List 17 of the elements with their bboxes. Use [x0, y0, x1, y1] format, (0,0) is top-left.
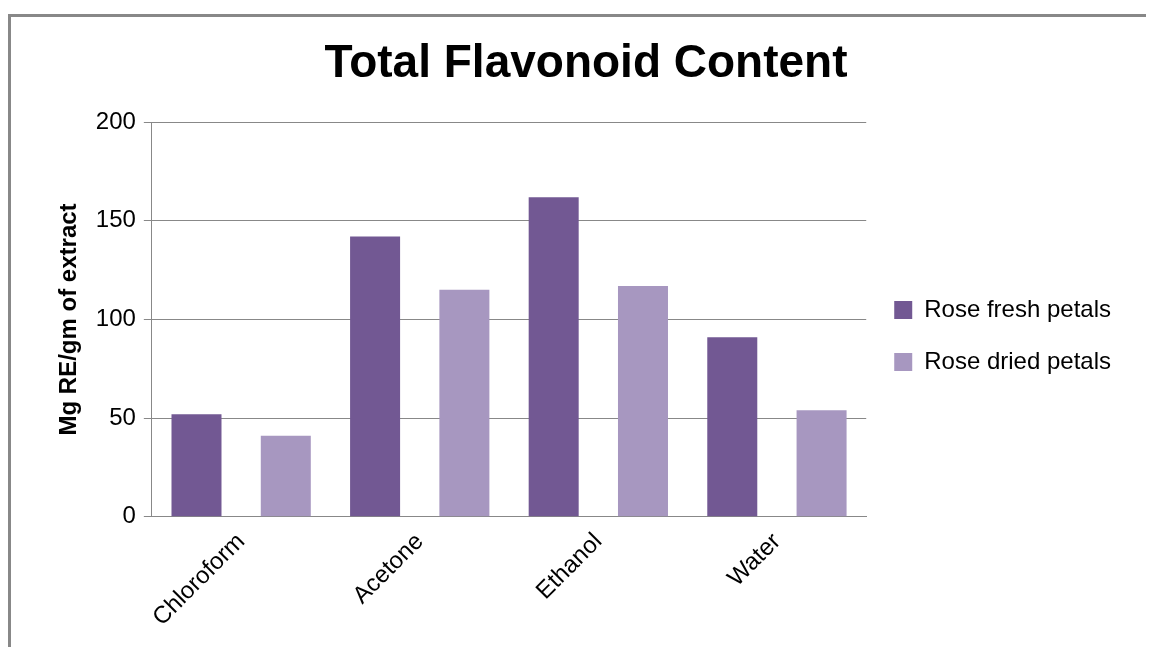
legend-label: Rose dried petals: [924, 346, 1112, 374]
bar: [617, 285, 668, 517]
bar: [439, 289, 490, 517]
chart-title: Total Flavonoid Content: [324, 35, 848, 88]
legend-label: Rose fresh petals: [924, 294, 1111, 322]
bar: [707, 337, 758, 517]
bar: [796, 410, 847, 517]
y-tick-label: 150: [95, 205, 136, 233]
y-tick-label: 0: [122, 501, 136, 529]
bar: [260, 435, 311, 517]
y-tick-label: 50: [109, 402, 136, 430]
y-tick-label: 200: [95, 106, 136, 134]
bar: [171, 414, 222, 517]
y-tick-label: 100: [95, 304, 136, 332]
y-axis-title: Mg RE/gm of extract: [54, 203, 82, 436]
bar: [528, 197, 579, 517]
bar: [350, 236, 401, 517]
